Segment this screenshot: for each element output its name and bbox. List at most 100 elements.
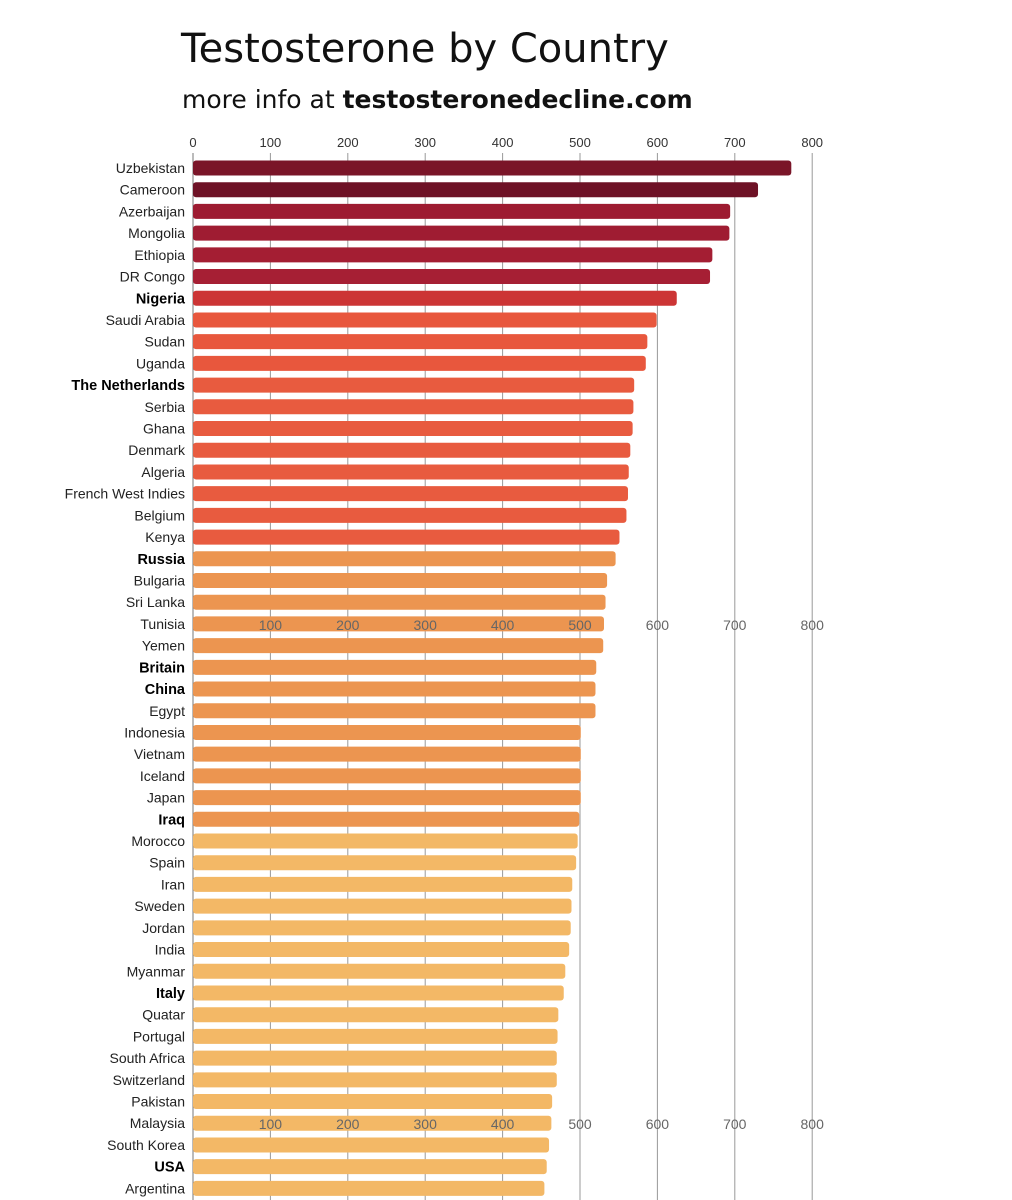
category-label: Malaysia xyxy=(130,1115,185,1131)
ghost-tick-label: 600 xyxy=(646,617,670,633)
category-label: Quatar xyxy=(142,1007,185,1023)
category-label: China xyxy=(145,682,186,698)
bar-ethiopia xyxy=(193,247,713,263)
category-label: Mongolia xyxy=(128,225,185,241)
category-label: Ethiopia xyxy=(134,247,185,263)
category-label: Denmark xyxy=(128,442,186,458)
category-label: Pakistan xyxy=(131,1094,185,1110)
category-label: Argentina xyxy=(125,1180,185,1196)
bar-jordan xyxy=(193,920,571,936)
category-label: Myanmar xyxy=(127,963,186,979)
chart-subtitle: more info at testosteronedecline.com xyxy=(182,85,693,114)
bar-sudan xyxy=(193,334,648,350)
bars xyxy=(193,160,792,1196)
bar-mongolia xyxy=(193,225,730,241)
category-label: Yemen xyxy=(142,638,185,654)
bar-portugal xyxy=(193,1028,558,1044)
bar-azerbaijan xyxy=(193,203,731,219)
ghost-tick-label: 500 xyxy=(568,1116,592,1132)
x-tick-label: 200 xyxy=(337,135,359,150)
category-label: Uganda xyxy=(136,355,185,371)
category-label: Portugal xyxy=(133,1028,185,1044)
bar-iran xyxy=(193,876,573,892)
x-tick-label: 500 xyxy=(569,135,591,150)
x-tick-label: 100 xyxy=(260,135,282,150)
category-label: Italy xyxy=(156,986,185,1002)
ghost-tick-label: 700 xyxy=(723,617,747,633)
bar-saudi-arabia xyxy=(193,312,657,328)
bar-bulgaria xyxy=(193,572,608,588)
ghost-tick-label: 600 xyxy=(646,1116,670,1132)
category-label: Britain xyxy=(139,660,185,676)
category-label: Spain xyxy=(149,855,185,871)
category-label: Sweden xyxy=(134,898,185,914)
category-label: Sri Lanka xyxy=(126,594,185,610)
category-label: Nigeria xyxy=(136,291,186,307)
bar-the-netherlands xyxy=(193,377,635,393)
ghost-tick-labels: 100 200 300 400 500 600 700 800 100 200 300 400 500 6… xyxy=(259,617,824,1132)
bar-south-africa xyxy=(193,1050,557,1066)
x-tick-label: 600 xyxy=(647,135,669,150)
category-label: Switzerland xyxy=(113,1072,185,1088)
bar-italy xyxy=(193,985,564,1001)
bar-iceland xyxy=(193,768,581,784)
bar-egypt xyxy=(193,703,596,719)
category-label: Tunisia xyxy=(140,616,185,632)
category-label: Algeria xyxy=(141,464,185,480)
ghost-tick-label: 400 xyxy=(491,617,515,633)
bar-south-korea xyxy=(193,1137,550,1153)
ghost-tick-label: 800 xyxy=(801,1116,825,1132)
bar-switzerland xyxy=(193,1072,557,1088)
subtitle-link[interactable]: testosteronedecline.com xyxy=(343,85,693,114)
x-tick-label: 400 xyxy=(492,135,514,150)
category-label: Saudi Arabia xyxy=(106,312,186,328)
bar-china xyxy=(193,681,596,697)
bar-argentina xyxy=(193,1180,545,1196)
ghost-tick-label: 300 xyxy=(414,1116,438,1132)
category-label: South Africa xyxy=(110,1050,186,1066)
bar-britain xyxy=(193,659,597,675)
bar-serbia xyxy=(193,399,634,415)
category-label: Iraq xyxy=(158,812,185,828)
category-label: Azerbaijan xyxy=(119,203,185,219)
ghost-tick-label: 200 xyxy=(336,1116,360,1132)
ghost-tick-label: 100 xyxy=(259,1116,283,1132)
bar-quatar xyxy=(193,1007,559,1023)
category-label: Egypt xyxy=(149,703,185,719)
category-label: Bulgaria xyxy=(134,572,186,588)
category-label: DR Congo xyxy=(120,269,186,285)
bar-sweden xyxy=(193,898,572,914)
bar-uganda xyxy=(193,355,646,371)
bar-malaysia xyxy=(193,1115,552,1131)
subtitle-prefix: more info at xyxy=(182,85,343,114)
category-label: Ghana xyxy=(143,421,185,437)
ghost-tick-label: 200 xyxy=(336,617,360,633)
category-label: Japan xyxy=(147,790,185,806)
category-labels: Uzbekistan Cameroon Azerbaijan Mongolia Ethi… xyxy=(65,160,186,1196)
bar-denmark xyxy=(193,442,631,458)
category-label: Uzbekistan xyxy=(116,160,185,176)
category-label: South Korea xyxy=(107,1137,185,1153)
bar-usa xyxy=(193,1159,547,1175)
bar-yemen xyxy=(193,638,604,654)
bar-algeria xyxy=(193,464,629,480)
category-label: The Netherlands xyxy=(71,378,185,394)
bar-dr-congo xyxy=(193,269,711,285)
bar-ghana xyxy=(193,421,633,437)
bar-french-west-indies xyxy=(193,486,628,502)
ghost-tick-label: 400 xyxy=(491,1116,515,1132)
category-label: Serbia xyxy=(145,399,186,415)
ghost-tick-label: 500 xyxy=(568,617,592,633)
category-label: Russia xyxy=(137,552,185,568)
ghost-tick-label: 700 xyxy=(723,1116,747,1132)
category-label: Kenya xyxy=(145,529,185,545)
x-tick-label: 300 xyxy=(414,135,436,150)
category-label: Sudan xyxy=(145,334,185,350)
bar-morocco xyxy=(193,833,578,849)
bar-vietnam xyxy=(193,746,581,762)
ghost-tick-label: 100 xyxy=(259,617,283,633)
category-label: Iceland xyxy=(140,768,185,784)
x-tick-label: 800 xyxy=(801,135,823,150)
chart-title: Testosterone by Country xyxy=(180,26,669,72)
